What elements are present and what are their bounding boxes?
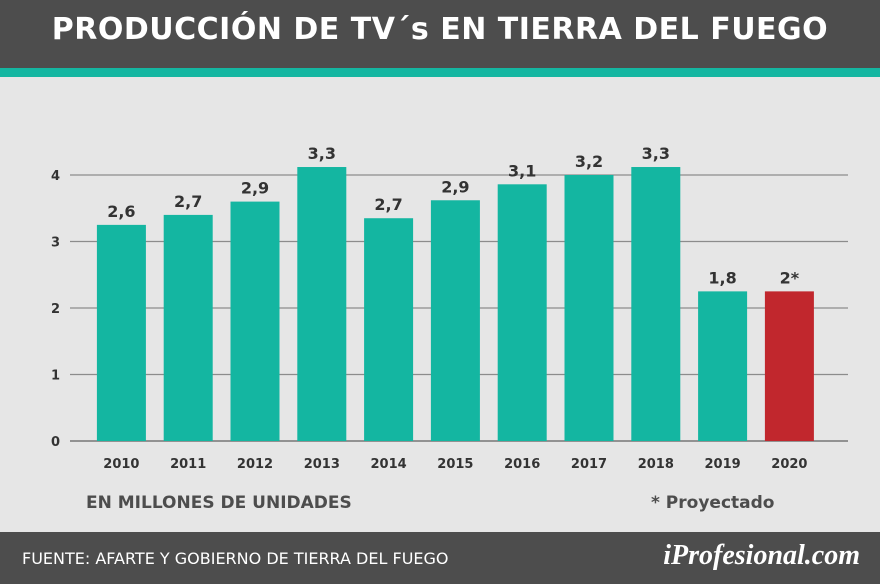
projection-footnote: * Proyectado [651,493,774,513]
x-axis-ticks: 2010 2011 2012 2013 2014 2015 2016 2017 2018 2019… [103,457,807,472]
x-tick-label: 2011 [170,457,206,472]
x-tick-label: 2010 [103,457,139,472]
x-tick-label: 2020 [771,457,807,472]
x-tick-label: 2018 [638,457,674,472]
y-tick-label: 2 [51,302,60,317]
value-label: 2,6 [107,202,135,221]
bars [96,167,814,441]
y-tick-label: 3 [51,236,60,251]
value-label: 1,8 [708,268,736,287]
value-label: 3,3 [642,144,670,163]
accent-stripe [0,68,880,77]
footer-bar: FUENTE: AFARTE Y GOBIERNO DE TIERRA DEL … [0,532,880,584]
bar-2012 [230,201,280,441]
bar-2015 [430,200,480,441]
value-label: 2,9 [441,177,469,196]
value-label: 3,2 [575,152,603,171]
header-bar: PRODUCCIÓN DE TV´s EN TIERRA DEL FUEGO [0,0,880,68]
y-tick-label: 0 [51,435,60,450]
bar-2017 [564,175,614,441]
brand-logo: iProfesional.com [663,540,860,571]
value-label: 2* [780,268,800,287]
bar-2018 [631,167,681,441]
bar-2016 [497,184,547,441]
bar-chart: 0 1 2 3 4 2,6 2,7 2,9 3,3 2,7 2,9 3,1 3,2 3,3 1,8 2* 2… [0,77,880,532]
y-axis-ticks: 0 1 2 3 4 [51,169,60,450]
value-label: 2,7 [374,195,402,214]
bar-2019 [698,291,748,441]
x-tick-label: 2013 [304,457,340,472]
unit-note: EN MILLONES DE UNIDADES [86,493,352,513]
value-labels: 2,6 2,7 2,9 3,3 2,7 2,9 3,1 3,2 3,3 1,8 2* [107,144,800,287]
y-tick-label: 4 [51,169,60,184]
bar-2020 [764,291,814,441]
value-label: 3,3 [308,144,336,163]
x-tick-label: 2015 [437,457,473,472]
bar-2010 [96,224,146,441]
bar-2013 [297,167,347,441]
x-tick-label: 2014 [371,457,407,472]
value-label: 2,9 [241,179,269,198]
x-tick-label: 2012 [237,457,273,472]
x-tick-label: 2016 [504,457,540,472]
x-tick-label: 2017 [571,457,607,472]
bar-2014 [364,218,414,441]
value-label: 3,1 [508,161,536,180]
chart-title: PRODUCCIÓN DE TV´s EN TIERRA DEL FUEGO [51,12,829,47]
source-note: FUENTE: AFARTE Y GOBIERNO DE TIERRA DEL … [22,549,449,568]
bar-2011 [163,214,213,441]
chart-canvas: 0 1 2 3 4 2,6 2,7 2,9 3,3 2,7 2,9 3,1 3,2 3,3 1,8 2* 2… [51,144,848,513]
value-label: 2,7 [174,192,202,211]
x-tick-label: 2019 [705,457,741,472]
y-tick-label: 1 [51,369,60,384]
